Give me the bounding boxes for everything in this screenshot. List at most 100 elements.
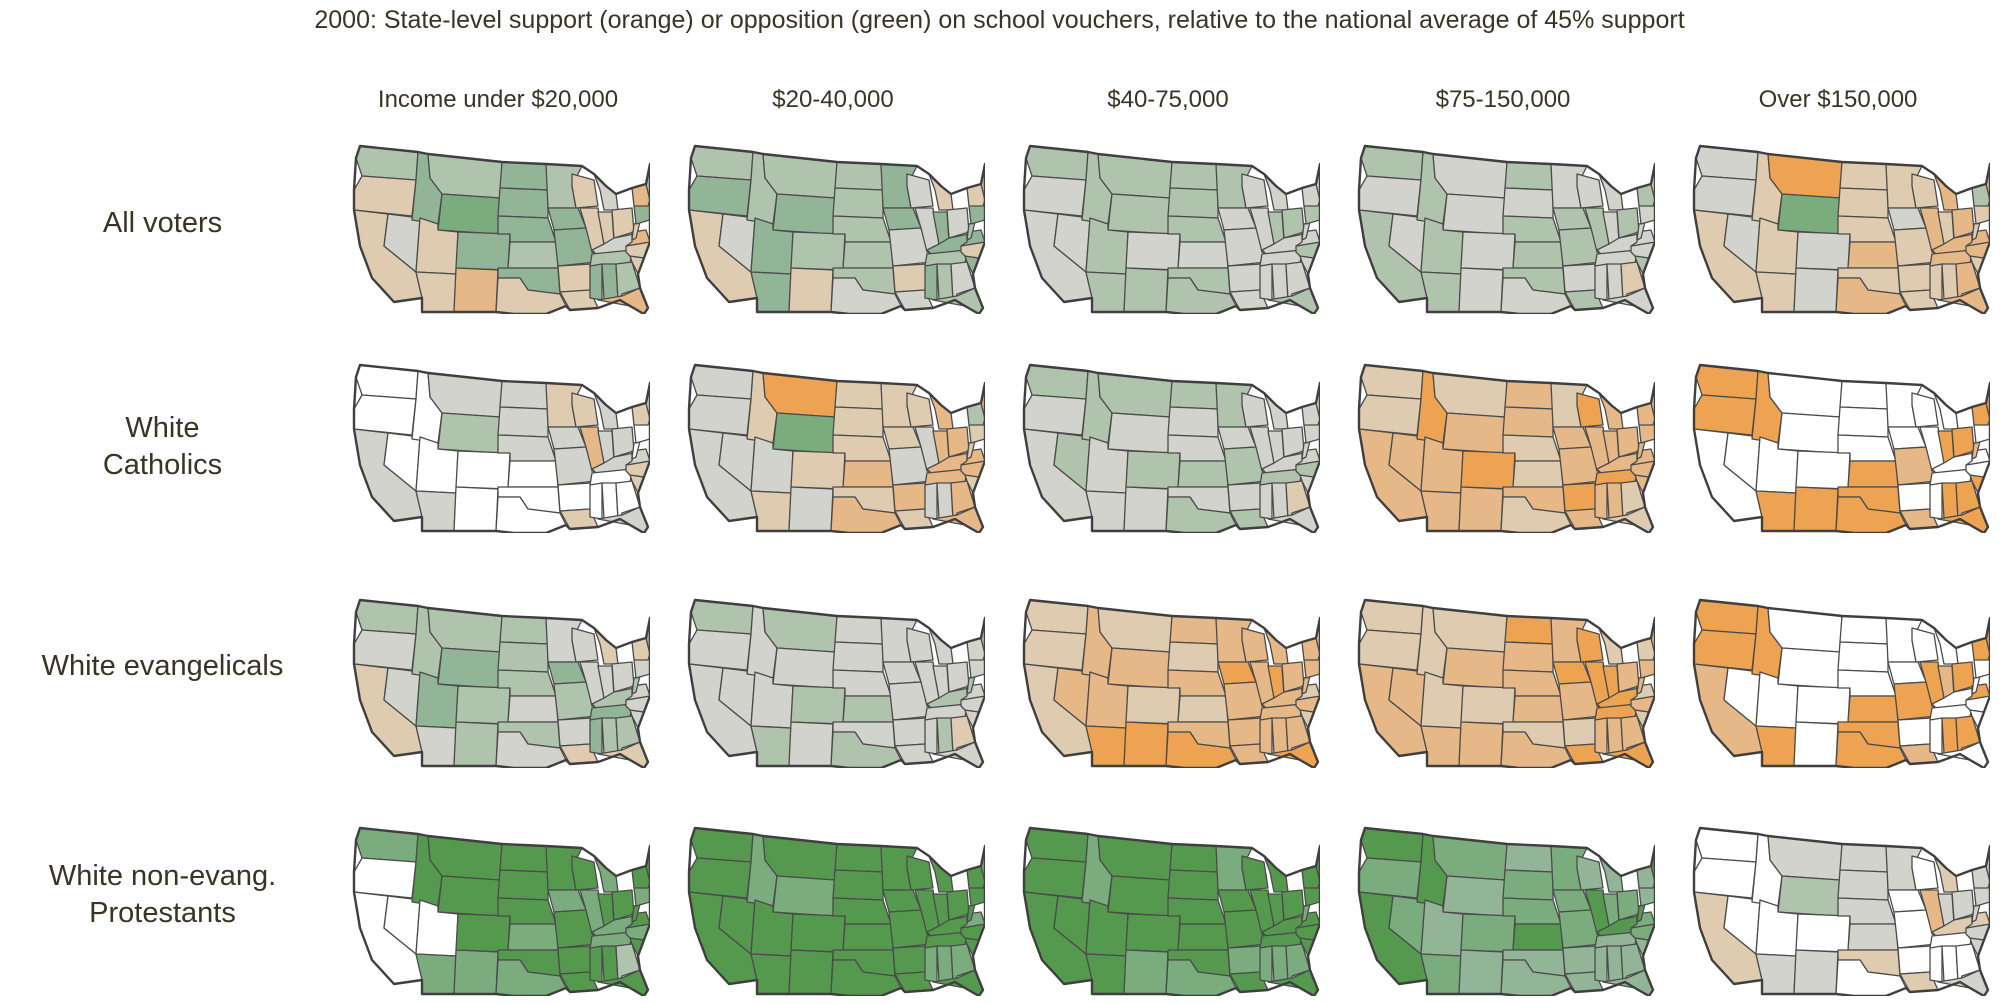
state-region <box>1911 855 1939 891</box>
state-region <box>1951 889 1975 921</box>
state-region <box>1793 949 1839 995</box>
state-region <box>437 875 501 917</box>
column-header-income-over-150000: Over $150,000 <box>1758 86 1918 113</box>
state-region <box>1552 661 1592 685</box>
state-region <box>882 207 922 231</box>
us-state-map <box>1020 347 1320 533</box>
state-region <box>1951 426 1975 458</box>
state-region <box>946 889 970 921</box>
state-region <box>1177 923 1229 951</box>
state-region <box>1616 661 1640 693</box>
state-region <box>1795 685 1851 725</box>
state-region <box>1241 173 1269 209</box>
state-region <box>589 945 603 983</box>
state-region <box>1793 721 1839 767</box>
state-region <box>1795 450 1851 490</box>
national-outline <box>1022 598 1320 768</box>
us-state-map <box>1690 810 1990 996</box>
state-region <box>1638 422 1655 444</box>
us-map-svg <box>1692 598 1990 768</box>
state-region <box>1241 392 1269 428</box>
state-region <box>437 193 501 235</box>
state-region <box>1562 482 1598 512</box>
state-region <box>1616 889 1640 921</box>
state-region <box>834 843 884 873</box>
state-region <box>1839 843 1889 873</box>
state-region <box>1576 173 1604 209</box>
state-region <box>453 267 499 313</box>
us-map-svg <box>1022 826 1320 996</box>
state-region <box>1259 717 1273 755</box>
column-header-income-20-40000: $20-40,000 <box>772 86 894 113</box>
state-region <box>1271 717 1289 755</box>
us-map-svg <box>352 144 650 314</box>
state-region <box>453 486 499 532</box>
state-region <box>1606 717 1624 755</box>
state-region <box>1217 426 1257 450</box>
state-region <box>1512 241 1564 269</box>
state-region <box>1606 482 1624 520</box>
state-region <box>1638 657 1655 679</box>
state-region <box>1951 661 1975 693</box>
state-region <box>1616 426 1640 458</box>
state-region <box>788 486 834 532</box>
state-region <box>1281 207 1305 239</box>
state-region <box>1358 857 1422 899</box>
national-outline <box>352 598 650 768</box>
state-region <box>1123 949 1169 995</box>
state-region <box>547 889 587 913</box>
us-map-svg <box>1357 826 1655 996</box>
us-map-svg <box>352 826 650 996</box>
state-region <box>453 721 499 767</box>
state-region <box>924 263 938 301</box>
state-region <box>499 615 549 645</box>
state-region <box>1941 717 1959 755</box>
national-outline <box>1692 598 1990 768</box>
state-region <box>688 629 752 671</box>
state-region <box>772 647 836 689</box>
state-region <box>1442 647 1506 689</box>
state-region <box>1504 843 1554 873</box>
state-region <box>1929 482 1943 520</box>
state-region <box>1358 629 1422 671</box>
state-region <box>571 392 599 428</box>
state-region <box>557 717 593 747</box>
state-region <box>1594 945 1608 983</box>
state-region <box>1837 187 1889 219</box>
state-region <box>842 695 894 723</box>
state-region <box>437 647 501 689</box>
us-state-map <box>1690 582 1990 768</box>
state-region <box>1973 203 1990 225</box>
state-region <box>547 426 587 450</box>
state-region <box>936 263 954 301</box>
state-region <box>1023 394 1087 436</box>
state-region <box>1504 161 1554 191</box>
state-region <box>832 641 884 673</box>
state-region <box>1693 394 1757 436</box>
state-region <box>1897 945 1933 975</box>
state-region <box>547 207 587 231</box>
row-header-white-catholics: White Catholics <box>10 410 315 484</box>
state-region <box>788 949 834 995</box>
state-region <box>1217 889 1257 913</box>
state-region <box>571 627 599 663</box>
state-region <box>790 450 846 490</box>
us-map-svg <box>1692 363 1990 533</box>
state-region <box>1638 203 1655 225</box>
state-region <box>1897 717 1933 747</box>
state-region <box>633 885 650 907</box>
state-region <box>611 207 635 239</box>
state-region <box>1837 869 1889 901</box>
state-region <box>633 203 650 225</box>
state-region <box>906 627 934 663</box>
state-region <box>1458 486 1504 532</box>
us-map-svg <box>687 826 985 996</box>
us-state-map <box>685 582 985 768</box>
state-region <box>1504 615 1554 645</box>
state-region <box>1169 843 1219 873</box>
state-region <box>1929 945 1943 983</box>
state-region <box>834 380 884 410</box>
state-region <box>1911 173 1939 209</box>
state-region <box>571 173 599 209</box>
state-region <box>1259 263 1273 301</box>
